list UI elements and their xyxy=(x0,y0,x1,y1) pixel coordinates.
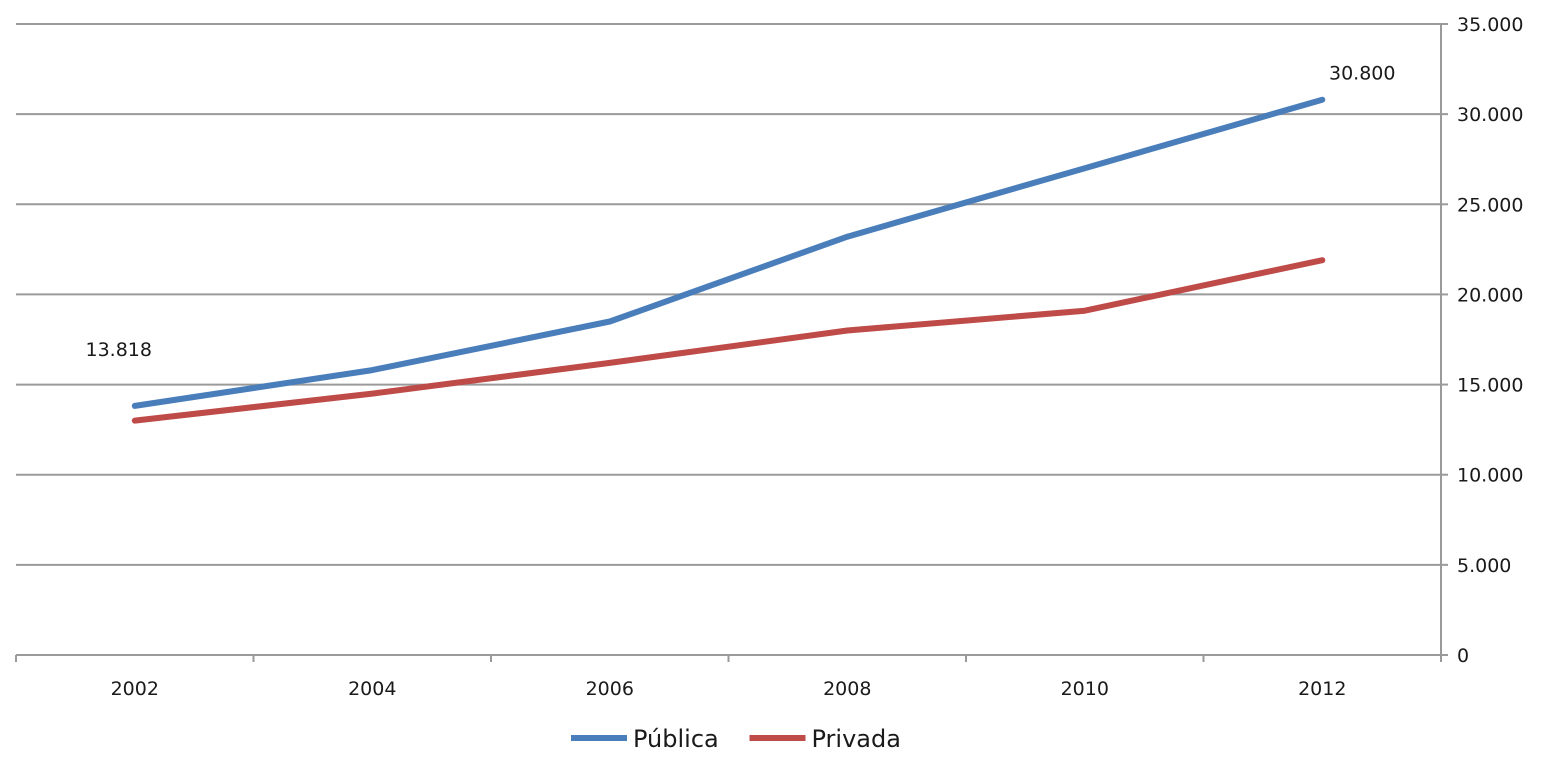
legend: Pública Privada xyxy=(571,725,901,753)
gridlines xyxy=(16,23,1441,566)
series-line-privada xyxy=(131,257,1326,424)
y-tick-label: 30.000 xyxy=(1457,104,1523,126)
x-tick-label: 2004 xyxy=(348,678,396,700)
x-tick-label: 2010 xyxy=(1061,678,1109,700)
x-tick-label: 2002 xyxy=(111,678,159,700)
y-tick-label: 5.000 xyxy=(1457,555,1511,577)
x-axis-tick-labels: 2002 2004 2006 2008 2010 2012 xyxy=(111,678,1347,700)
series-lines xyxy=(131,96,1326,424)
axes xyxy=(15,24,1442,662)
y-axis-tick-labels: 0 5.000 10.000 15.000 20.000 25.000 30.000 35.0… xyxy=(1441,14,1523,667)
y-tick-label: 0 xyxy=(1457,645,1469,667)
series-line-publica xyxy=(131,96,1326,409)
data-labels: 13.818 30.800 xyxy=(86,63,1396,361)
y-tick-label: 35.000 xyxy=(1457,14,1523,36)
legend-label: Pública xyxy=(633,725,719,753)
legend-label: Privada xyxy=(812,725,901,753)
y-tick-label: 15.000 xyxy=(1457,375,1523,397)
x-tick-label: 2008 xyxy=(823,678,871,700)
y-tick-label: 20.000 xyxy=(1457,284,1523,306)
data-label: 13.818 xyxy=(86,339,152,361)
data-label: 30.800 xyxy=(1329,63,1395,85)
y-tick-label: 25.000 xyxy=(1457,194,1523,216)
y-tick-label: 10.000 xyxy=(1457,465,1523,487)
x-tick-label: 2012 xyxy=(1298,678,1346,700)
x-tick-label: 2006 xyxy=(586,678,634,700)
